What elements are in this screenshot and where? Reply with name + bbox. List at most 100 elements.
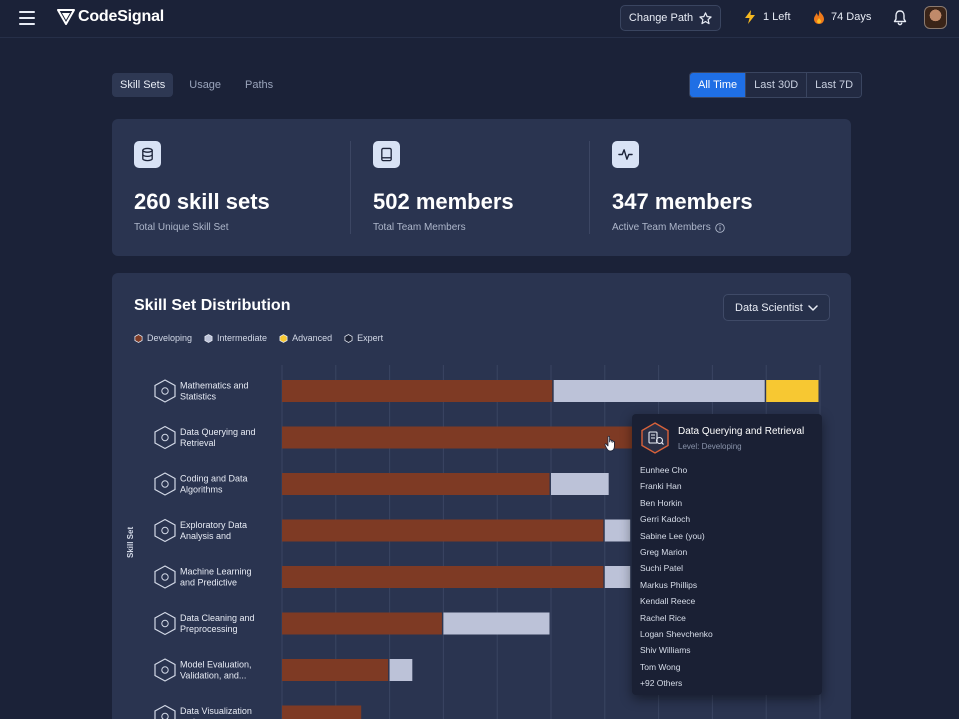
list-item: Markus Phillips [640,579,698,590]
skill-category-icon-glyph [161,480,169,488]
list-item: Ben Horkin [640,497,683,508]
y-tick-label: and [180,717,195,719]
tab-usage[interactable]: Usage [189,79,222,91]
list-item: Shiv Williams [640,645,691,656]
hand-pointer-cursor-icon [604,435,615,452]
y-tick-label: Retrieval [180,438,216,448]
tooltip-level: Level: Developing [678,442,742,451]
y-tick-label: Exploratory Data [180,520,247,530]
info-icon[interactable] [714,222,725,233]
skill-category-icon [154,472,176,496]
stat-label: Total Team Members [373,222,466,233]
book-icon [373,141,400,168]
y-tick-label: Validation, and... [180,671,246,681]
tooltip-more-link[interactable]: +92 Others [640,678,683,689]
bar-advanced[interactable] [766,380,819,402]
y-tick-label: and Predictive [180,578,237,588]
bar-intermediate[interactable] [443,612,550,635]
y-tick-label: Data Querying and [180,427,256,437]
list-item: Tom Wong [640,661,681,672]
list-item: Sabine Lee (you) [640,530,705,541]
bar-intermediate[interactable] [604,519,631,542]
y-tick-label: Coding and Data [180,474,248,484]
stat-label: Active Team Members [612,222,725,233]
bar-developing[interactable] [282,612,442,635]
distribution-title: Skill Set Distribution [134,297,291,314]
bar-intermediate[interactable] [389,659,413,681]
y-tick-label: Data Visualization [180,706,252,716]
stat-divider [589,141,590,234]
y-tick-label: Statistics [180,392,217,402]
skill-category-icon [154,611,176,636]
legend-expert[interactable]: Expert [344,333,383,343]
user-avatar[interactable] [924,6,947,29]
skill-category-icon-glyph [161,712,169,719]
chart-tooltip: Data Querying and Retrieval Level: Devel… [632,414,822,695]
role-select-dropdown[interactable]: Data Scientist [723,294,830,321]
star-icon [699,11,712,24]
logo-text: CodeSignal [78,8,165,25]
skill-category-icon-glyph [161,526,169,535]
legend-intermediate[interactable]: Intermediate [204,333,267,343]
list-item: Greg Marion [640,546,688,557]
hexagon-icon [204,333,213,343]
range-last-30d-button[interactable]: Last 30D [745,73,807,97]
list-item: Kendall Reece [640,596,696,607]
y-tick-label: Preprocessing [180,624,238,634]
stat-value: 260 skill sets [134,189,270,214]
y-tick-label: Analysis and [180,531,231,541]
bar-developing[interactable] [282,705,362,719]
chevron-down-icon [808,304,818,311]
tooltip-member-list: Eunhee Cho Franki Han Ben Horkin Gerri K… [640,462,713,691]
section-tabs: Skill Sets Usage Paths [112,73,281,97]
list-item: Rachel Rice [640,612,686,623]
bar-developing[interactable] [282,566,604,588]
y-tick-label: Mathematics and [180,381,249,391]
stat-active-members: 347 members Active Team Members [590,119,851,256]
data-querying-skill-icon [641,422,669,454]
list-item: Eunhee Cho [640,465,688,475]
skill-category-icon [154,565,176,589]
range-all-time-button[interactable]: All Time [690,73,746,97]
change-path-label: Change Path [628,12,694,24]
skill-category-icon [154,704,176,719]
boosts-indicator[interactable]: 1 Left [742,9,791,25]
bar-developing[interactable] [282,426,639,449]
hexagon-icon [134,333,143,343]
tab-skill-sets[interactable]: Skill Sets [112,73,174,97]
skill-category-icon-glyph [161,573,169,581]
bar-developing[interactable] [282,659,389,681]
streak-days: 74 Days [831,11,872,23]
legend-developing[interactable]: Developing [134,333,192,343]
bar-intermediate[interactable] [604,566,631,588]
time-range-toggle: All Time Last 30D Last 7D [689,72,863,98]
list-item: Gerri Kadoch [640,514,691,525]
tab-paths[interactable]: Paths [245,79,274,91]
hamburger-menu-icon[interactable] [19,11,35,25]
skill-category-icon [154,658,176,682]
stat-team-members: 502 members Total Team Members [351,119,590,256]
range-last-7d-button[interactable]: Last 7D [806,73,862,97]
stat-value: 347 members [612,189,753,214]
skill-category-icon-glyph [161,387,169,395]
y-tick-label: Model Evaluation, [180,660,252,670]
bar-developing[interactable] [282,473,550,495]
skill-category-icon [154,425,176,450]
codesignal-logo-icon [57,9,75,25]
bar-developing[interactable] [282,380,553,402]
role-select-value: Data Scientist [735,301,803,314]
y-tick-label: Algorithms [180,485,223,495]
stat-value: 502 members [373,189,514,214]
bar-intermediate[interactable] [551,473,609,495]
logo[interactable]: CodeSignal [57,8,164,26]
y-tick-label: Machine Learning [180,567,252,577]
legend-advanced[interactable]: Advanced [279,333,332,343]
bar-developing[interactable] [282,519,604,542]
database-icon [134,141,161,168]
change-path-button[interactable]: Change Path [620,5,721,31]
bar-intermediate[interactable] [553,380,765,402]
tooltip-title: Data Querying and Retrieval [678,426,805,437]
notification-bell-icon[interactable] [892,9,908,26]
streak-indicator[interactable]: 74 Days [812,9,871,25]
stat-label: Total Unique Skill Set [134,222,229,233]
